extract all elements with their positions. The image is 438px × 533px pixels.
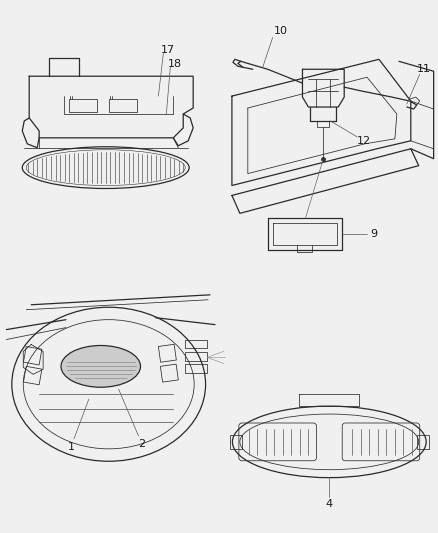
Ellipse shape bbox=[61, 345, 141, 387]
Bar bbox=[185, 352, 207, 361]
Bar bbox=[230, 435, 242, 449]
Bar bbox=[109, 99, 137, 112]
Bar bbox=[185, 340, 207, 349]
Bar bbox=[417, 435, 429, 449]
Text: 4: 4 bbox=[326, 499, 333, 510]
Bar bbox=[24, 366, 42, 385]
Bar bbox=[160, 364, 178, 382]
Bar bbox=[159, 344, 177, 362]
Text: 1: 1 bbox=[67, 442, 74, 452]
Bar bbox=[185, 365, 207, 373]
Bar bbox=[69, 99, 97, 112]
Text: 10: 10 bbox=[274, 27, 288, 36]
Text: 2: 2 bbox=[138, 439, 145, 449]
Text: 11: 11 bbox=[417, 64, 431, 74]
Bar bbox=[24, 346, 42, 365]
Text: 18: 18 bbox=[168, 59, 182, 69]
Text: 12: 12 bbox=[357, 136, 371, 146]
Text: 9: 9 bbox=[371, 229, 378, 239]
Text: 17: 17 bbox=[161, 45, 175, 55]
